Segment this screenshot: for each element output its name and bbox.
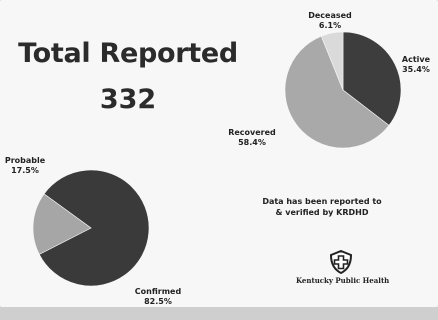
label-deceased-name: Deceased bbox=[308, 11, 352, 20]
status-slice-recovered bbox=[284, 35, 390, 149]
bottom-strip bbox=[0, 307, 438, 320]
label-probable: Probable 17.5% bbox=[2, 156, 48, 176]
logo: Kentucky Public Health bbox=[296, 250, 390, 285]
status-slice-deceased bbox=[320, 31, 344, 91]
label-active-value: 35.4% bbox=[402, 65, 430, 74]
label-confirmed-name: Confirmed bbox=[134, 287, 182, 296]
dashboard-panel: Total Reported 332 Deceased 6.1% Active … bbox=[0, 0, 438, 307]
status-slice-active bbox=[342, 31, 402, 126]
headline-title: Total Reported bbox=[18, 38, 238, 69]
label-active: Active 35.4% bbox=[396, 55, 436, 75]
label-confirmed: Confirmed 82.5% bbox=[128, 287, 188, 307]
logo-org-name: Kentucky Public Health bbox=[296, 276, 390, 285]
label-recovered: Recovered 58.4% bbox=[222, 128, 282, 148]
health-cross-shield-icon bbox=[329, 250, 353, 274]
status-pie-chart bbox=[284, 31, 402, 149]
label-deceased: Deceased 6.1% bbox=[302, 11, 358, 31]
label-confirmed-value: 82.5% bbox=[144, 297, 172, 306]
headline-total: 332 bbox=[99, 84, 157, 115]
label-deceased-value: 6.1% bbox=[318, 21, 342, 30]
label-probable-value: 17.5% bbox=[11, 166, 39, 175]
label-recovered-name: Recovered bbox=[228, 128, 276, 137]
label-active-name: Active bbox=[401, 55, 431, 64]
case-type-slice-probable bbox=[32, 193, 92, 255]
label-probable-name: Probable bbox=[4, 156, 46, 165]
case-type-pie-chart bbox=[32, 169, 150, 287]
headline: Total Reported 332 bbox=[8, 38, 248, 116]
verification-note: Data has been reported to & verified by … bbox=[262, 197, 382, 217]
case-type-slice-confirmed bbox=[38, 169, 150, 287]
label-recovered-value: 58.4% bbox=[238, 138, 266, 147]
